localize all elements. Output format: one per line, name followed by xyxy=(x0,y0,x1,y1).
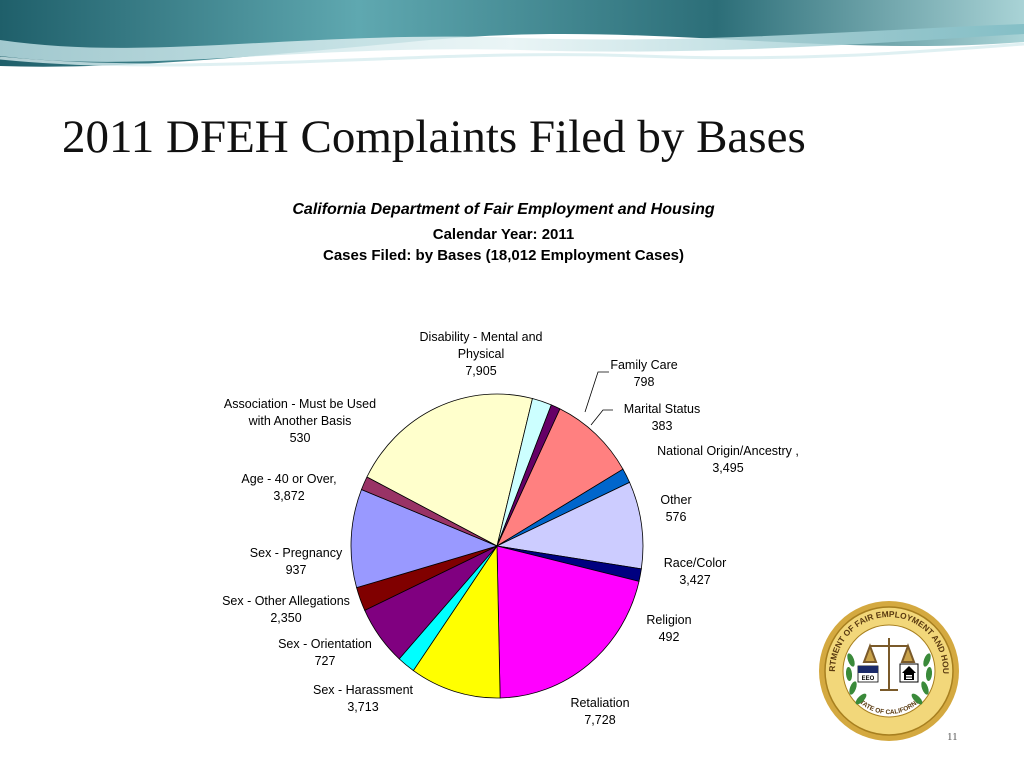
chart-subtitle-cases: Cases Filed: by Bases (18,012 Employment… xyxy=(323,247,684,264)
chart-subtitle-year: Calendar Year: 2011 xyxy=(432,226,575,243)
pie-slice-retaliation xyxy=(496,545,640,699)
pie-slices xyxy=(350,393,644,699)
slice-label: Association - Must be Used with Another B… xyxy=(224,397,376,445)
slice-label: Retaliation 7,728 xyxy=(570,696,629,727)
eeo-badge-icon: EEO xyxy=(857,665,879,683)
slice-label: Religion 492 xyxy=(646,613,691,644)
header-wave-banner xyxy=(0,0,1024,67)
slice-label: Sex - Harassment 3,713 xyxy=(313,683,414,714)
slice-label: Other 576 xyxy=(660,493,691,524)
slice-label: Disability - Mental and Physical 7,905 xyxy=(420,330,543,378)
slice-label: Marital Status 383 xyxy=(624,402,700,433)
dfeh-seal-logo: DEPARTMENT OF FAIR EMPLOYMENT AND HOUSIN… xyxy=(818,600,959,741)
slice-labels: Disability - Mental and Physical 7,905 Fami… xyxy=(222,330,799,727)
slice-label: Family Care 798 xyxy=(610,358,677,389)
pie-slice-disability-mental-and-physical xyxy=(366,393,533,547)
label-leader-lines xyxy=(584,371,613,426)
page-number: 11 xyxy=(947,731,958,743)
slice-label: Race/Color 3,427 xyxy=(664,556,727,587)
chart-title: California Department of Fair Employment… xyxy=(292,201,715,218)
svg-text:EEO: EEO xyxy=(862,676,875,682)
slice-label: Sex - Pregnancy 937 xyxy=(250,546,343,577)
pie-slice-national-origin-ancestry xyxy=(496,408,624,548)
slide-title: 2011 DFEH Complaints Filed by Bases xyxy=(62,111,806,163)
laurel-icon xyxy=(845,653,933,705)
pie-slice-race-color xyxy=(495,481,644,570)
pie-slice-sex-harassment xyxy=(412,544,501,699)
slice-label: Sex - Orientation 727 xyxy=(278,637,372,668)
leader-line xyxy=(584,371,609,413)
pie-slice-association-must-be-used-with-another-basis xyxy=(360,476,498,547)
slice-label: Sex - Other Allegations 2,350 xyxy=(222,594,350,625)
slice-label: National Origin/Ancestry , 3,495 xyxy=(657,444,799,475)
scales-of-justice-icon xyxy=(862,638,916,691)
equal-housing-icon xyxy=(899,663,919,683)
slice-label: Age - 40 or Over, 3,872 xyxy=(241,472,336,503)
leader-line xyxy=(590,409,613,426)
pie-slice-age-40-or-over xyxy=(350,488,499,589)
